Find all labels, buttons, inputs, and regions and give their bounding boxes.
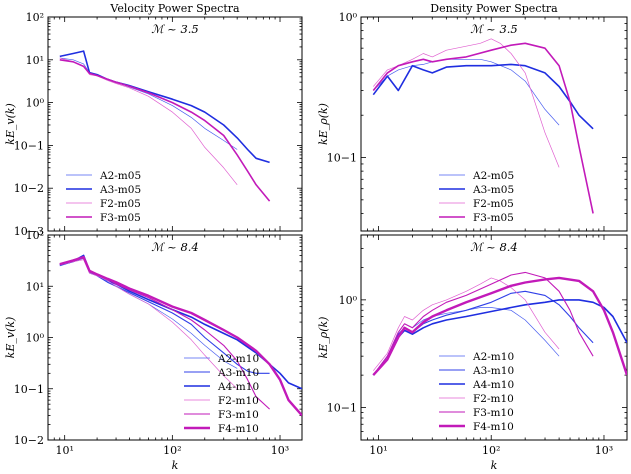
- y-axis-label: kE_ρ(k): [317, 317, 330, 359]
- y-tick-label: 10⁰: [26, 97, 45, 110]
- y-tick-label: 10−3: [14, 225, 44, 238]
- series-line-F3-m05: [372, 42, 594, 214]
- series-line-A2-m05: [59, 57, 238, 150]
- series-group: [372, 38, 594, 214]
- series-line-A2-m10: [373, 307, 560, 376]
- panel-title: ℳ ~ 8.4: [470, 240, 518, 254]
- y-tick-label: 10⁰: [339, 11, 358, 24]
- legend-label: A3-m05: [99, 184, 141, 196]
- series-line-F2-m10: [373, 277, 560, 371]
- y-tick-label: 10−1: [327, 402, 357, 415]
- legend-label: A3-m10: [217, 367, 259, 379]
- x-tick-label: 10²: [163, 444, 181, 457]
- panel-3: 10−2 10−1 10⁰ 10¹ 10² 10¹ 10² 10³ ℳ ~ 8.4 kE_v(k)…: [4, 229, 303, 472]
- legend-label: F3-m10: [473, 407, 514, 419]
- series-line-A2-m05: [373, 58, 560, 126]
- legend-label: A4-m10: [472, 379, 514, 391]
- panel-1: 10−3 10−2 10−1 10⁰ 10¹ 10² Velocity Power Spec…: [4, 2, 303, 238]
- x-tick-label: 10³: [595, 444, 613, 457]
- y-tick-label: 10−2: [14, 434, 44, 447]
- y-axis-label: kE_v(k): [4, 103, 17, 145]
- panel-2: 10−1 10⁰ Density Power Spectra ℳ ~ 3.5 kE_ρ(…: [317, 2, 628, 232]
- legend-label: F2-m10: [473, 393, 514, 405]
- legend: A2-m10 A3-m10 A4-m10 F2-m10 F3-m10 F4-m10: [439, 351, 514, 433]
- legend-label: F4-m10: [218, 423, 259, 435]
- series-line-F2-m05: [59, 57, 238, 186]
- legend-label: A2-m05: [99, 170, 141, 182]
- y-tick-label: 10⁰: [26, 332, 45, 345]
- series-line-F3-m10: [372, 271, 594, 376]
- series-group: [59, 254, 302, 417]
- panel-title: ℳ ~ 3.5: [470, 22, 518, 36]
- x-tick-label: 10³: [271, 444, 289, 457]
- legend-label: A2-m10: [217, 353, 259, 365]
- y-tick-label: 10−1: [14, 383, 44, 396]
- y-tick-label: 10¹: [26, 54, 44, 67]
- series-line-F3-m05: [59, 59, 271, 202]
- series-line-F4-m10: [372, 276, 627, 376]
- legend: A2-m05 A3-m05 F2-m05 F3-m05: [66, 170, 141, 224]
- series-group: [59, 50, 271, 202]
- x-axis-label: k: [491, 459, 498, 472]
- y-tick-label: 10²: [26, 229, 44, 242]
- y-axis-label: kE_ρ(k): [317, 103, 330, 145]
- y-tick-label: 10−2: [14, 182, 44, 195]
- series-group: [372, 271, 627, 376]
- legend-label: F3-m05: [100, 212, 141, 224]
- legend-label: A3-m10: [472, 365, 514, 377]
- axes-frame: [360, 16, 628, 232]
- y-tick-label: 10−1: [14, 139, 44, 152]
- legend-label: F2-m05: [473, 198, 514, 210]
- series-line-A4-m10: [372, 299, 627, 376]
- y-tick-label: 10¹: [26, 280, 44, 293]
- y-tick-label: 10²: [26, 11, 44, 24]
- series-line-A2-m10: [59, 258, 238, 369]
- legend-label: A4-m10: [217, 381, 259, 393]
- y-axis-label: kE_v(k): [4, 317, 17, 359]
- legend-label: F2-m05: [100, 198, 141, 210]
- panel-title: ℳ ~ 3.5: [151, 22, 199, 36]
- legend: A2-m10 A3-m10 A4-m10 F2-m10 F3-m10 F4-m10: [184, 353, 259, 435]
- axes-frame: [47, 16, 303, 232]
- panel-4: 10−1 10⁰ 10¹ 10² 10³ ℳ ~ 8.4 kE_ρ(k)k A2-m10 A3-…: [317, 234, 628, 472]
- y-tick-label: 10−1: [327, 152, 357, 165]
- x-tick-label: 10¹: [55, 444, 73, 457]
- series-line-F2-m05: [373, 38, 560, 168]
- legend-label: A3-m05: [472, 184, 514, 196]
- series-line-F4-m10: [59, 255, 302, 417]
- legend-label: A2-m05: [472, 170, 514, 182]
- legend-label: F4-m10: [473, 421, 514, 433]
- legend-label: F3-m05: [473, 212, 514, 224]
- x-axis-label: k: [172, 459, 179, 472]
- series-line-A3-m05: [59, 50, 270, 164]
- legend-label: F2-m10: [218, 395, 259, 407]
- legend: A2-m05 A3-m05 F2-m05 F3-m05: [439, 170, 514, 224]
- axes-frame: [360, 234, 628, 441]
- legend-label: F3-m10: [218, 409, 259, 421]
- x-tick-label: 10¹: [369, 444, 387, 457]
- column-title: Velocity Power Spectra: [109, 2, 240, 15]
- x-tick-label: 10²: [482, 444, 500, 457]
- y-tick-label: 10⁰: [339, 294, 358, 307]
- column-title: Density Power Spectra: [430, 2, 558, 15]
- series-line-A3-m05: [372, 63, 594, 130]
- panel-title: ℳ ~ 8.4: [151, 240, 199, 254]
- legend-label: A2-m10: [472, 351, 514, 363]
